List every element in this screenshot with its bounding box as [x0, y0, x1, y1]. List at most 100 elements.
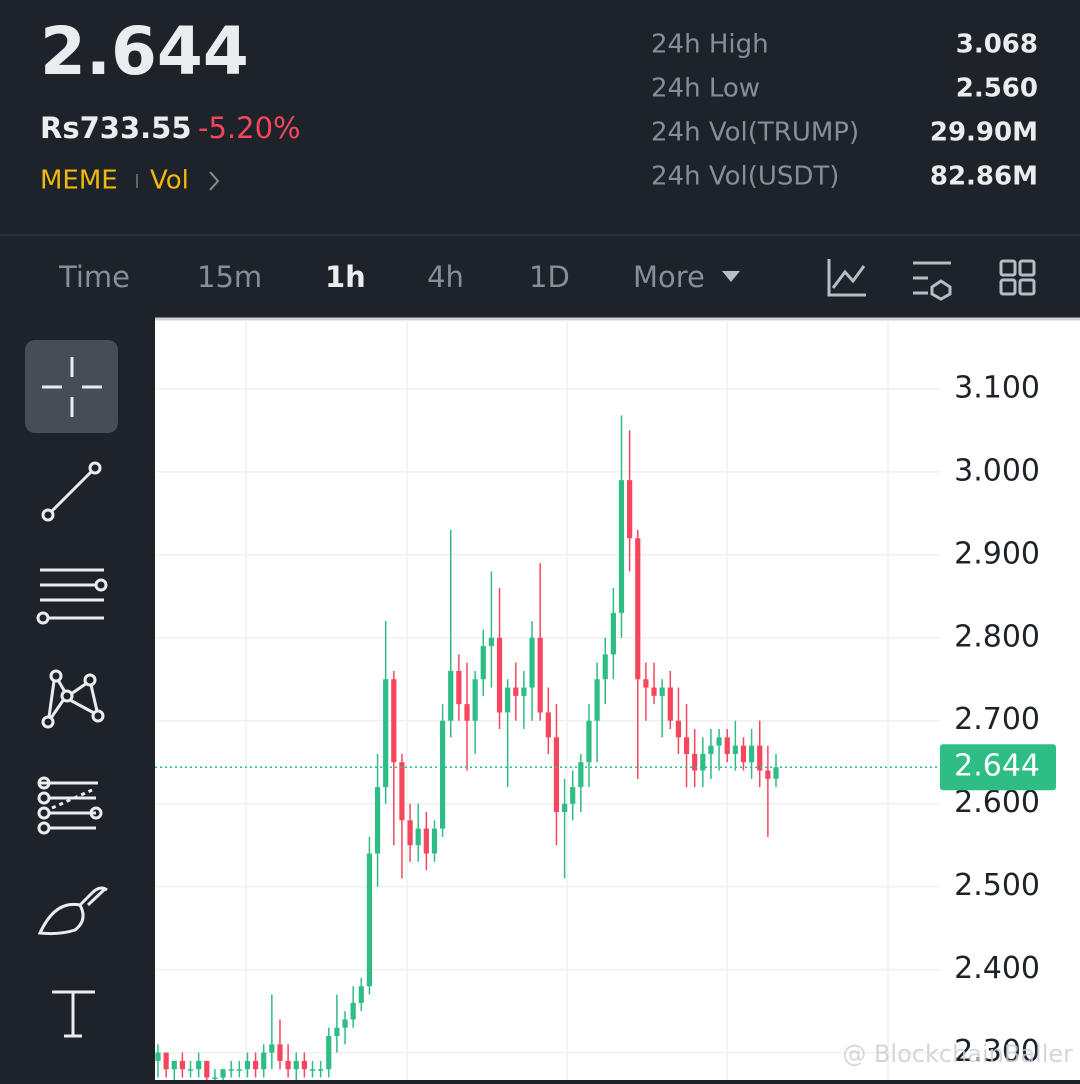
candle-body: [732, 745, 738, 754]
candle-body: [285, 1060, 291, 1070]
candle-body: [773, 767, 779, 779]
candle-body: [350, 1002, 356, 1020]
interval-tab[interactable]: 15m: [197, 260, 262, 294]
candle-body: [456, 670, 462, 705]
y-tick-label: 3.000: [954, 453, 1040, 488]
candle-body: [643, 679, 649, 688]
candle-body: [391, 679, 397, 763]
chart-area: [155, 318, 1080, 1080]
dropdown-arrow: [722, 271, 740, 282]
y-tick-label: 2.400: [954, 951, 1040, 986]
y-tick-label: 2.300: [954, 1034, 1040, 1069]
candle-body: [407, 820, 413, 846]
candle-body: [366, 853, 373, 987]
candle-body: [318, 1069, 324, 1071]
candle-body: [529, 637, 535, 688]
interval-tab[interactable]: 1D: [529, 260, 570, 294]
candle-body: [651, 687, 657, 696]
stat-label: 24h Vol(TRUMP): [651, 118, 859, 148]
plot: 2.300 2.400 2.500 2.600 2.700 2.800 2.900 3.000…: [155, 370, 1056, 1084]
stat-label: 24h Low: [651, 74, 760, 104]
y-tick-label: 2.600: [954, 785, 1040, 820]
candle-body: [618, 480, 625, 613]
candle-body: [163, 1052, 169, 1070]
candle-body: [171, 1060, 177, 1070]
interval-tab[interactable]: 4h: [427, 260, 464, 294]
pattern-tool[interactable]: [41, 669, 105, 729]
candle-body: [431, 828, 438, 854]
candle-body: [358, 986, 364, 1003]
stat-value: 3.068: [956, 30, 1038, 60]
candle-body: [553, 737, 560, 813]
interval-tab[interactable]: Time: [58, 260, 130, 294]
candle-body: [521, 687, 527, 696]
candle-body: [749, 745, 755, 763]
candle-body: [716, 737, 722, 746]
candle-body: [261, 1052, 267, 1070]
toolbar-icons: [827, 259, 1036, 301]
tag[interactable]: MEME: [40, 166, 118, 196]
current-price-label: 2.644: [954, 749, 1040, 784]
candle-body: [415, 828, 421, 846]
crosshair-button[interactable]: [25, 340, 118, 433]
candle-body: [675, 720, 682, 738]
settings-icon[interactable]: [913, 261, 952, 301]
stat-value: 2.560: [956, 74, 1038, 104]
crosshair-icon: [42, 357, 102, 417]
text-tool[interactable]: [52, 990, 95, 1038]
candle-body: [765, 770, 771, 779]
candle-body: [602, 654, 608, 680]
candle-body: [334, 1027, 340, 1037]
brush-tool[interactable]: [37, 886, 108, 936]
y-tick-label: 2.900: [954, 536, 1040, 571]
candle-body: [179, 1060, 185, 1070]
candle-body: [220, 1069, 226, 1078]
candle-body: [480, 646, 486, 680]
grid-icon[interactable]: [999, 278, 1017, 296]
stat-value: 29.90M: [930, 118, 1038, 148]
candle-body: [187, 1069, 194, 1071]
candle-body: [594, 679, 600, 721]
candle-body: [700, 753, 706, 771]
candle-body: [570, 787, 576, 804]
candle-body: [423, 828, 429, 854]
candle-body: [228, 1069, 234, 1071]
candle-body: [204, 1060, 210, 1078]
candle-body: [513, 687, 519, 696]
candle-body: [196, 1060, 202, 1070]
grid-icon[interactable]: [1018, 259, 1036, 277]
candle-body: [399, 762, 405, 821]
interval-tab[interactable]: More: [633, 260, 705, 294]
grid-icon[interactable]: [1018, 278, 1036, 296]
drawing-tools: [36, 357, 108, 1038]
stats: 24h High 3.068 24h Low 2.560 24h Vol(TRUMP) 2…: [651, 30, 1038, 192]
parallel-tool[interactable]: [36, 568, 108, 625]
candle-body: [724, 737, 730, 754]
last-price: 2.644: [40, 13, 249, 90]
stat-label: 24h Vol(USDT): [651, 162, 839, 192]
candle-body: [464, 704, 470, 721]
candle-body: [269, 1044, 275, 1053]
candle-body: [252, 1060, 259, 1070]
indicator-icon[interactable]: [827, 259, 866, 297]
candle-body: [244, 1060, 251, 1070]
interval-tabs: Time 15m 1h 4h 1D More: [58, 260, 705, 294]
candle-body: [277, 1044, 283, 1061]
line-tool[interactable]: [41, 461, 102, 522]
candle-body: [627, 480, 633, 539]
stat-label: 24h High: [651, 30, 769, 60]
candle-body: [537, 637, 543, 713]
tag[interactable]: Vol: [150, 166, 189, 196]
candle-body: [578, 762, 584, 788]
candle-body: [326, 1036, 332, 1070]
candle-body: [342, 1019, 348, 1028]
grid-icon[interactable]: [999, 259, 1017, 277]
y-tick-label: 3.100: [954, 370, 1040, 405]
candle-body: [545, 712, 551, 738]
candle-body: [496, 637, 503, 713]
fib-tool[interactable]: [37, 776, 103, 835]
interval-tab[interactable]: 1h: [325, 260, 366, 294]
candle-body: [301, 1060, 307, 1070]
candle-body: [440, 720, 446, 829]
